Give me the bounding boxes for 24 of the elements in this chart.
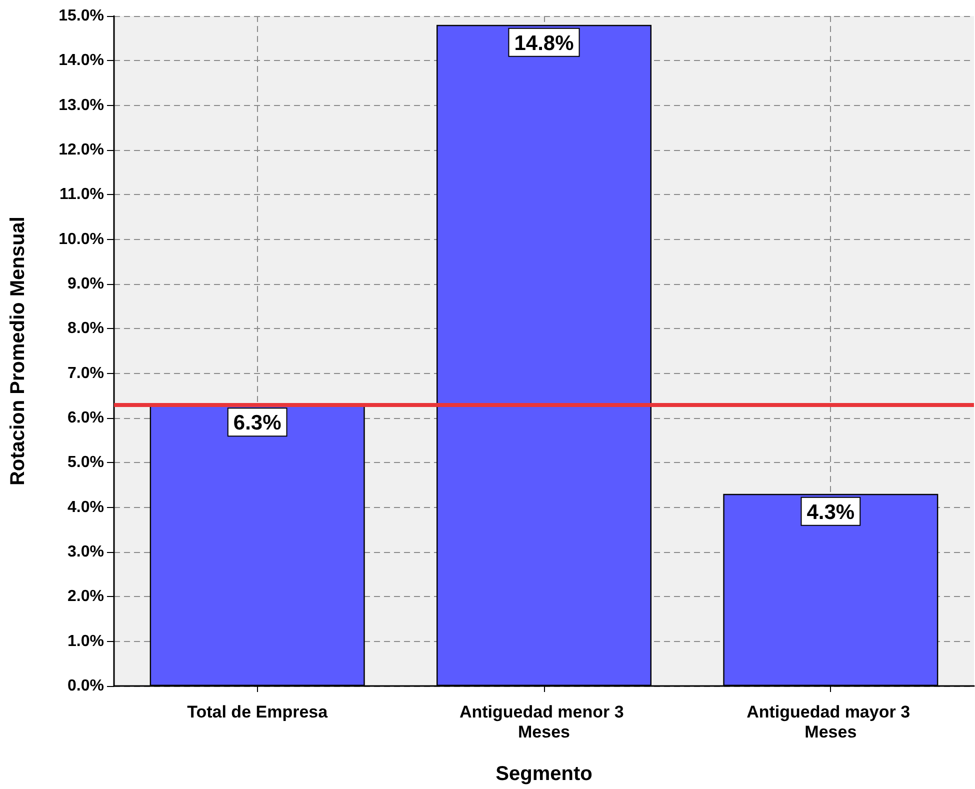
y-tick-label: 11.0% bbox=[60, 186, 104, 204]
x-tick-label: Total de Empresa bbox=[187, 702, 328, 722]
y-tick-label: 2.0% bbox=[68, 588, 104, 606]
y-tick-label: 10.0% bbox=[58, 230, 104, 248]
x-axis-title: Segmento bbox=[496, 763, 592, 785]
data-label: 14.8% bbox=[514, 32, 574, 55]
y-tick-label: 3.0% bbox=[68, 544, 104, 560]
y-tick-label: 6.0% bbox=[68, 410, 104, 426]
y-tick-label: 0.0% bbox=[68, 678, 104, 694]
y-tick-label: 9.0% bbox=[68, 276, 104, 292]
x-tick-label: Antiguedad menor 3 Meses bbox=[459, 702, 629, 742]
data-label: 6.3% bbox=[233, 412, 282, 435]
y-tick-label: 15.0% bbox=[58, 8, 104, 24]
y-tick-label: 7.0% bbox=[68, 364, 104, 382]
y-tick-label: 14.0% bbox=[58, 52, 104, 70]
y-tick-label: 4.0% bbox=[68, 498, 104, 516]
y-tick-label: 1.0% bbox=[68, 632, 104, 650]
y-tick-label: 12.0% bbox=[58, 142, 104, 158]
x-tick-label: Antiguedad mayor 3 Meses bbox=[746, 702, 915, 742]
y-axis-title: Rotacion Promedio Mensual bbox=[7, 216, 29, 486]
y-tick-label: 5.0% bbox=[68, 454, 104, 472]
y-tick-label: 8.0% bbox=[68, 320, 104, 338]
data-label: 4.3% bbox=[806, 500, 855, 524]
y-tick-label: 13.0% bbox=[58, 96, 104, 114]
